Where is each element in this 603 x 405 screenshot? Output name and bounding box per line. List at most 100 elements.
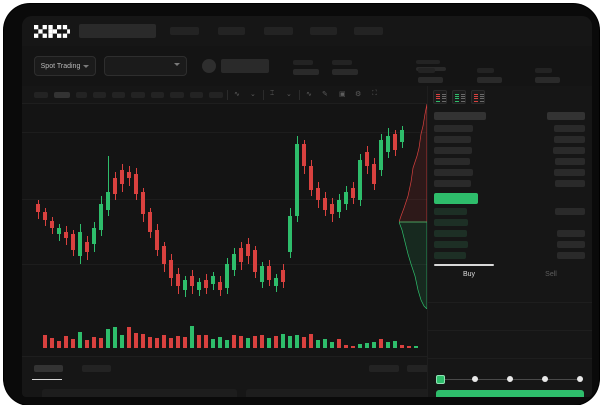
bottom-card-1[interactable]	[246, 389, 441, 397]
nav-item-3[interactable]	[310, 27, 337, 35]
price-chart[interactable]	[22, 104, 427, 309]
nav-item-4[interactable]	[354, 27, 383, 35]
volume-bar-8	[99, 338, 103, 348]
form-divider-0	[428, 302, 592, 303]
orderbook-bid-price-2[interactable]	[434, 230, 467, 237]
bottom-tab-0[interactable]	[34, 365, 63, 372]
volume-bar-28	[239, 336, 243, 348]
chevron-down-icon[interactable]: ⌄	[250, 91, 256, 98]
amount-slider[interactable]	[436, 375, 584, 384]
fullscreen-icon[interactable]: ⛶	[372, 90, 377, 97]
timeframe-2[interactable]	[76, 92, 87, 98]
nav-item-1[interactable]	[218, 27, 245, 35]
amount-slider-handle[interactable]	[436, 375, 445, 384]
candle-body	[379, 140, 383, 170]
ticker-stat-0	[293, 60, 319, 75]
chevron-down-icon-pair	[174, 63, 180, 66]
trading-mode-select[interactable]: Spot Trading	[34, 56, 96, 76]
ticker-stat-3-label	[477, 68, 494, 73]
timeframe-9[interactable]	[209, 92, 223, 98]
orderbook-ask-size-6	[555, 180, 585, 187]
candle-body	[323, 198, 327, 210]
pencil-icon[interactable]: ✎	[322, 91, 328, 98]
amount-slider-step-2[interactable]	[507, 376, 513, 382]
timeframe-8[interactable]	[190, 92, 203, 98]
line-wave-icon[interactable]: ∿	[306, 91, 312, 98]
ticker-stat-2-value	[418, 77, 443, 83]
depth-ask-area	[399, 104, 427, 223]
orderbook-bid-price-0[interactable]	[434, 208, 467, 215]
timeframe-3[interactable]	[93, 92, 106, 98]
orderbook-ask-price-4[interactable]	[434, 158, 470, 165]
timeframe-6[interactable]	[151, 92, 164, 98]
volume-bar-16	[155, 338, 159, 348]
amount-slider-step-4[interactable]	[577, 376, 583, 382]
orderbook[interactable]	[428, 108, 592, 263]
volume-bar-43	[344, 345, 348, 348]
camera-icon[interactable]: ▣	[339, 91, 346, 98]
orderbook-spread-highlight[interactable]	[434, 193, 478, 204]
candle-body	[400, 130, 404, 142]
tab-sell[interactable]: Sell	[545, 271, 557, 278]
volume-bar-13	[134, 333, 138, 348]
orderbook-ask-price-2[interactable]	[434, 136, 471, 143]
orderbook-ask-size-2	[554, 136, 585, 143]
orderbook-ask-size-5	[554, 169, 585, 176]
settings-gear-icon[interactable]: ⚙	[355, 91, 362, 98]
bottom-tab-1[interactable]	[82, 365, 111, 372]
orderbook-ask-size-3	[553, 147, 585, 154]
nav-item-2[interactable]	[264, 27, 293, 35]
orderbook-ask-price-6[interactable]	[434, 180, 471, 187]
okx-logo[interactable]	[34, 25, 70, 38]
candle-body	[176, 274, 180, 286]
trading-mode-label: Spot Trading	[40, 62, 81, 70]
candle-wick	[107, 156, 109, 216]
bottom-card-0[interactable]	[42, 389, 237, 397]
timeframe-7[interactable]	[170, 92, 184, 98]
orderbook-bid-price-3[interactable]	[434, 241, 468, 248]
orderbook-ask-price-5[interactable]	[434, 169, 473, 176]
amount-slider-step-1[interactable]	[472, 376, 478, 382]
chart-toolbar: ∿ ⌄ ⌶ ⌄ ∿ ✎ ▣ ⚙ ⛶	[22, 86, 427, 104]
timeframe-4[interactable]	[112, 92, 125, 98]
orderbook-bid-price-1[interactable]	[434, 219, 468, 226]
candle-body	[36, 204, 40, 212]
orderbook-mode-asks[interactable]	[471, 90, 485, 104]
orderbook-mode-bids[interactable]	[452, 90, 466, 104]
chevron-down-icon-2[interactable]: ⌄	[286, 91, 292, 98]
orderbook-mode-both[interactable]	[433, 90, 447, 104]
orderbook-ask-price-0[interactable]	[434, 112, 486, 120]
bottom-action-0[interactable]	[369, 365, 399, 372]
submit-order-button[interactable]	[436, 390, 584, 397]
orderbook-ask-price-1[interactable]	[434, 125, 473, 132]
volume-bar-23	[204, 335, 208, 348]
volume-bar-11	[120, 335, 124, 348]
candle-body	[106, 192, 110, 210]
chart-type-icon[interactable]: ⌶	[270, 90, 275, 97]
ticker-stat-4-label	[535, 68, 552, 73]
orderbook-ask-price-3[interactable]	[434, 147, 472, 154]
nav-item-0[interactable]	[170, 27, 199, 35]
volume-bar-17	[162, 335, 166, 348]
candle-body	[92, 228, 96, 244]
amount-slider-step-3[interactable]	[542, 376, 548, 382]
volume-bar-47	[372, 342, 376, 348]
orderbook-bid-price-4[interactable]	[434, 252, 466, 259]
timeframe-5[interactable]	[131, 92, 145, 98]
volume-bar-3	[64, 336, 68, 348]
orderbook-bid-size-2	[557, 230, 585, 237]
pair-select[interactable]	[104, 56, 187, 76]
volume-bar-9	[106, 329, 110, 348]
candle-body	[225, 264, 229, 288]
timeframe-0[interactable]	[34, 92, 48, 98]
volume-bar-39	[316, 340, 320, 348]
bottom-action-1[interactable]	[407, 365, 437, 372]
candle-body	[344, 192, 348, 204]
tab-buy[interactable]: Buy	[462, 271, 476, 278]
volume-bar-41	[330, 342, 334, 348]
timeframe-1[interactable]	[54, 92, 70, 98]
volume-bar-15	[148, 337, 152, 348]
search-input[interactable]	[79, 24, 156, 38]
indicator-icon[interactable]: ∿	[234, 91, 240, 98]
